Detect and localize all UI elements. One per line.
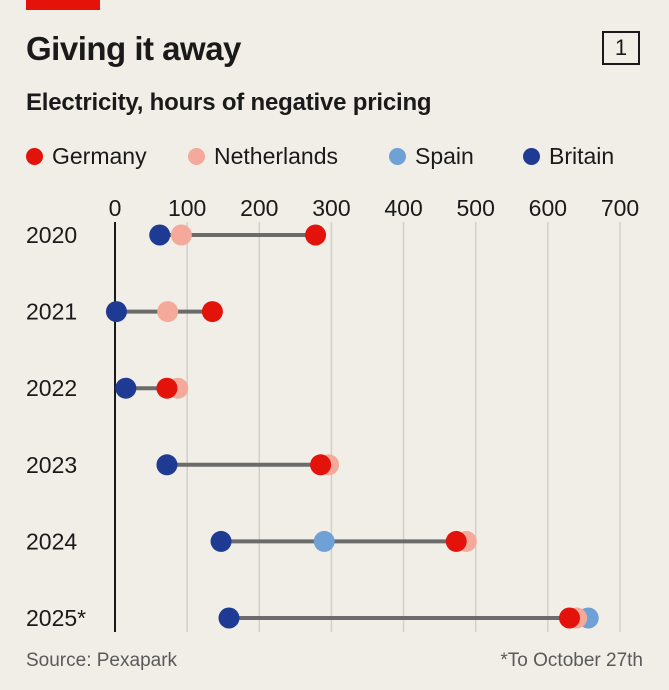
legend-dot-britain [523,148,540,165]
dot-germany-2023 [310,454,332,476]
x-tick-label-0: 0 [109,195,122,221]
brand-accent-bar [26,0,100,10]
x-tick-label-100: 100 [168,195,206,221]
x-tick-label-200: 200 [240,195,278,221]
footnote: *To October 27th [500,650,643,671]
legend-item-netherlands: Netherlands [188,141,338,171]
x-tick-label-400: 400 [384,195,422,221]
year-label-2025-star: 2025* [26,605,86,631]
legend-item-spain: Spain [389,141,474,171]
legend-dot-spain [389,148,406,165]
year-label-2023: 2023 [26,452,77,478]
year-label-2021: 2021 [26,299,77,325]
year-label-2024: 2024 [26,528,77,554]
dot-britain-2022 [115,377,137,399]
dot-britain-2024 [210,530,232,552]
x-tick-label-300: 300 [312,195,350,221]
legend-dot-netherlands [188,148,205,165]
dot-britain-2023 [156,454,178,476]
legend: Germany Netherlands Spain Britain [26,141,666,171]
legend-item-germany: Germany [26,141,147,171]
x-tick-label-500: 500 [457,195,495,221]
dot-netherlands-2021 [157,301,179,323]
dot-netherlands-2020 [170,224,192,246]
x-tick-label-600: 600 [529,195,567,221]
x-tick-label-700: 700 [601,195,639,221]
chart-title: Giving it away [26,30,241,67]
legend-label-spain: Spain [415,143,474,169]
dot-britain-2020 [149,224,171,246]
legend-item-britain: Britain [523,141,614,171]
chart-subtitle: Electricity, hours of negative pricing [26,89,432,116]
dot-britain-2025-star [218,607,240,629]
chart-number-badge: 1 [602,31,640,65]
dot-germany-2021 [201,301,223,323]
dot-germany-2025-star [559,607,580,629]
year-label-2020: 2020 [26,222,77,248]
legend-label-netherlands: Netherlands [214,143,339,169]
dot-spain-2024 [313,530,335,552]
dot-germany-2024 [445,530,467,552]
legend-label-britain: Britain [549,143,615,169]
dot-britain-2021 [105,301,127,323]
year-label-2022: 2022 [26,375,77,401]
dot-germany-2022 [156,377,178,399]
source-note: Source: Pexapark [26,650,178,671]
legend-dot-germany [26,148,43,165]
dot-germany-2020 [305,224,327,246]
legend-label-germany: Germany [52,143,147,169]
